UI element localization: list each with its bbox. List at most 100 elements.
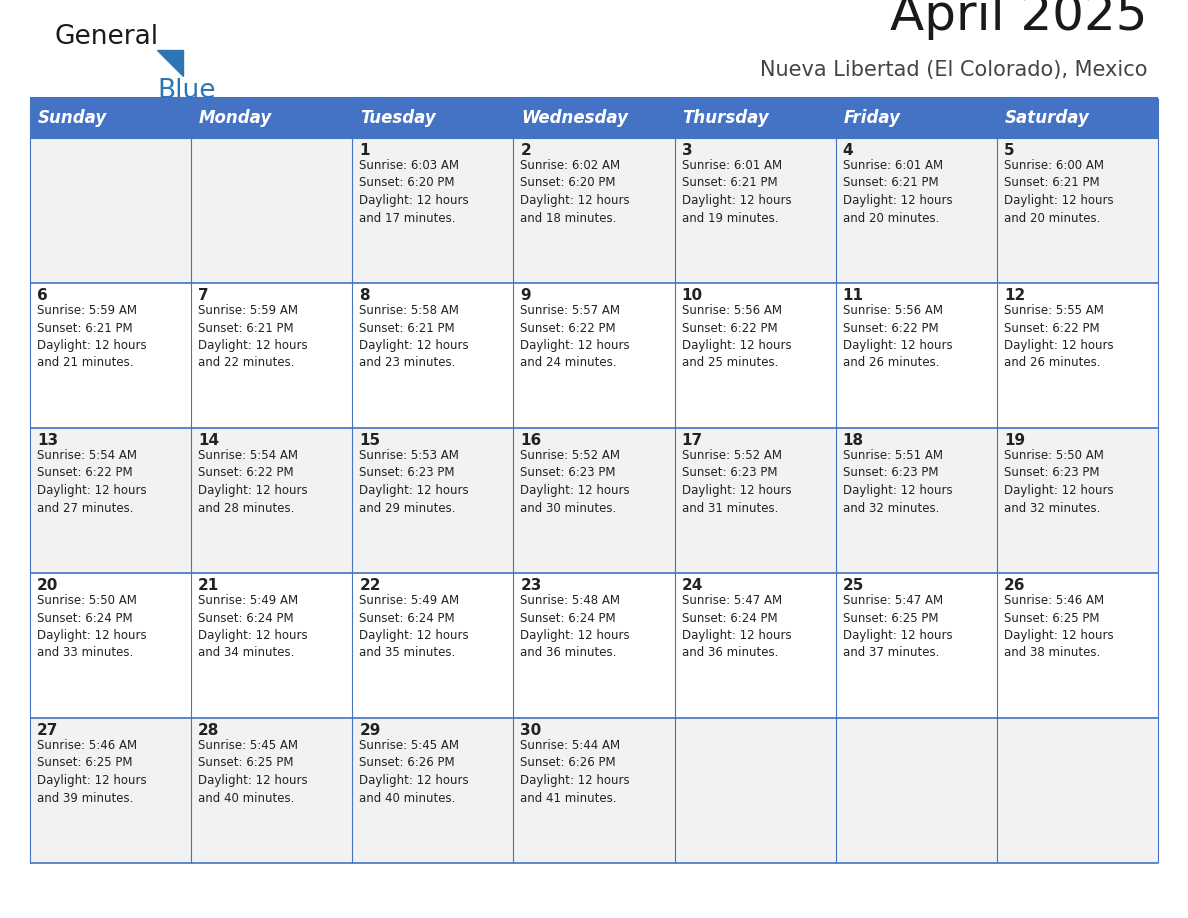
- Bar: [30, 283, 191, 428]
- Text: 21: 21: [198, 578, 220, 593]
- Text: 14: 14: [198, 433, 220, 448]
- Bar: [835, 138, 997, 283]
- Text: 10: 10: [682, 288, 702, 303]
- Text: 7: 7: [198, 288, 209, 303]
- Text: 9: 9: [520, 288, 531, 303]
- Bar: [835, 98, 997, 138]
- Text: 5: 5: [1004, 143, 1015, 158]
- Text: 23: 23: [520, 578, 542, 593]
- Bar: [675, 98, 835, 138]
- Bar: [191, 138, 353, 283]
- Bar: [835, 718, 997, 863]
- Text: 22: 22: [359, 578, 381, 593]
- Bar: [513, 428, 675, 573]
- Text: Sunrise: 5:49 AM
Sunset: 6:24 PM
Daylight: 12 hours
and 35 minutes.: Sunrise: 5:49 AM Sunset: 6:24 PM Dayligh…: [359, 594, 469, 659]
- Text: Sunrise: 5:53 AM
Sunset: 6:23 PM
Daylight: 12 hours
and 29 minutes.: Sunrise: 5:53 AM Sunset: 6:23 PM Dayligh…: [359, 449, 469, 514]
- Text: Saturday: Saturday: [1005, 109, 1089, 127]
- Bar: [997, 573, 1158, 718]
- Bar: [835, 573, 997, 718]
- Bar: [675, 283, 835, 428]
- Text: 19: 19: [1004, 433, 1025, 448]
- Text: Sunrise: 6:03 AM
Sunset: 6:20 PM
Daylight: 12 hours
and 17 minutes.: Sunrise: 6:03 AM Sunset: 6:20 PM Dayligh…: [359, 159, 469, 225]
- Text: Sunrise: 5:50 AM
Sunset: 6:24 PM
Daylight: 12 hours
and 33 minutes.: Sunrise: 5:50 AM Sunset: 6:24 PM Dayligh…: [37, 594, 146, 659]
- Bar: [191, 718, 353, 863]
- Text: 20: 20: [37, 578, 58, 593]
- Bar: [513, 283, 675, 428]
- Bar: [353, 718, 513, 863]
- Text: April 2025: April 2025: [891, 0, 1148, 40]
- Text: 13: 13: [37, 433, 58, 448]
- Bar: [191, 573, 353, 718]
- Text: Sunrise: 6:01 AM
Sunset: 6:21 PM
Daylight: 12 hours
and 19 minutes.: Sunrise: 6:01 AM Sunset: 6:21 PM Dayligh…: [682, 159, 791, 225]
- Bar: [353, 283, 513, 428]
- Text: Thursday: Thursday: [683, 109, 770, 127]
- Bar: [997, 428, 1158, 573]
- Bar: [513, 573, 675, 718]
- Text: Sunrise: 5:45 AM
Sunset: 6:26 PM
Daylight: 12 hours
and 40 minutes.: Sunrise: 5:45 AM Sunset: 6:26 PM Dayligh…: [359, 739, 469, 804]
- Text: Sunrise: 6:02 AM
Sunset: 6:20 PM
Daylight: 12 hours
and 18 minutes.: Sunrise: 6:02 AM Sunset: 6:20 PM Dayligh…: [520, 159, 630, 225]
- Text: 17: 17: [682, 433, 702, 448]
- Text: 1: 1: [359, 143, 369, 158]
- Text: Sunrise: 5:45 AM
Sunset: 6:25 PM
Daylight: 12 hours
and 40 minutes.: Sunrise: 5:45 AM Sunset: 6:25 PM Dayligh…: [198, 739, 308, 804]
- Text: Sunrise: 5:47 AM
Sunset: 6:25 PM
Daylight: 12 hours
and 37 minutes.: Sunrise: 5:47 AM Sunset: 6:25 PM Dayligh…: [842, 594, 953, 659]
- Bar: [675, 718, 835, 863]
- Text: Sunrise: 6:00 AM
Sunset: 6:21 PM
Daylight: 12 hours
and 20 minutes.: Sunrise: 6:00 AM Sunset: 6:21 PM Dayligh…: [1004, 159, 1113, 225]
- Text: 6: 6: [37, 288, 48, 303]
- Text: General: General: [55, 24, 159, 50]
- Text: 28: 28: [198, 723, 220, 738]
- Text: Blue: Blue: [157, 78, 215, 104]
- Text: 24: 24: [682, 578, 703, 593]
- Text: 12: 12: [1004, 288, 1025, 303]
- Bar: [191, 98, 353, 138]
- Bar: [30, 718, 191, 863]
- Text: Sunrise: 5:44 AM
Sunset: 6:26 PM
Daylight: 12 hours
and 41 minutes.: Sunrise: 5:44 AM Sunset: 6:26 PM Dayligh…: [520, 739, 630, 804]
- Text: Sunday: Sunday: [38, 109, 107, 127]
- Text: Sunrise: 5:54 AM
Sunset: 6:22 PM
Daylight: 12 hours
and 28 minutes.: Sunrise: 5:54 AM Sunset: 6:22 PM Dayligh…: [198, 449, 308, 514]
- Text: Friday: Friday: [843, 109, 901, 127]
- Text: Sunrise: 5:51 AM
Sunset: 6:23 PM
Daylight: 12 hours
and 32 minutes.: Sunrise: 5:51 AM Sunset: 6:23 PM Dayligh…: [842, 449, 953, 514]
- Bar: [191, 283, 353, 428]
- Bar: [835, 283, 997, 428]
- Text: 25: 25: [842, 578, 864, 593]
- Text: Sunrise: 5:52 AM
Sunset: 6:23 PM
Daylight: 12 hours
and 31 minutes.: Sunrise: 5:52 AM Sunset: 6:23 PM Dayligh…: [682, 449, 791, 514]
- Bar: [675, 428, 835, 573]
- Text: Sunrise: 5:58 AM
Sunset: 6:21 PM
Daylight: 12 hours
and 23 minutes.: Sunrise: 5:58 AM Sunset: 6:21 PM Dayligh…: [359, 304, 469, 370]
- Bar: [513, 98, 675, 138]
- Text: Sunrise: 5:46 AM
Sunset: 6:25 PM
Daylight: 12 hours
and 38 minutes.: Sunrise: 5:46 AM Sunset: 6:25 PM Dayligh…: [1004, 594, 1113, 659]
- Text: 8: 8: [359, 288, 369, 303]
- Text: Sunrise: 5:46 AM
Sunset: 6:25 PM
Daylight: 12 hours
and 39 minutes.: Sunrise: 5:46 AM Sunset: 6:25 PM Dayligh…: [37, 739, 146, 804]
- Text: 18: 18: [842, 433, 864, 448]
- Bar: [353, 428, 513, 573]
- Text: Sunrise: 5:55 AM
Sunset: 6:22 PM
Daylight: 12 hours
and 26 minutes.: Sunrise: 5:55 AM Sunset: 6:22 PM Dayligh…: [1004, 304, 1113, 370]
- Bar: [513, 718, 675, 863]
- Text: 26: 26: [1004, 578, 1025, 593]
- Text: Sunrise: 6:01 AM
Sunset: 6:21 PM
Daylight: 12 hours
and 20 minutes.: Sunrise: 6:01 AM Sunset: 6:21 PM Dayligh…: [842, 159, 953, 225]
- Text: 4: 4: [842, 143, 853, 158]
- Text: 16: 16: [520, 433, 542, 448]
- Text: Nueva Libertad (El Colorado), Mexico: Nueva Libertad (El Colorado), Mexico: [760, 60, 1148, 80]
- Text: 27: 27: [37, 723, 58, 738]
- Bar: [353, 138, 513, 283]
- Bar: [191, 428, 353, 573]
- Text: Sunrise: 5:57 AM
Sunset: 6:22 PM
Daylight: 12 hours
and 24 minutes.: Sunrise: 5:57 AM Sunset: 6:22 PM Dayligh…: [520, 304, 630, 370]
- Bar: [997, 283, 1158, 428]
- Bar: [513, 138, 675, 283]
- Bar: [30, 138, 191, 283]
- Text: Sunrise: 5:59 AM
Sunset: 6:21 PM
Daylight: 12 hours
and 22 minutes.: Sunrise: 5:59 AM Sunset: 6:21 PM Dayligh…: [198, 304, 308, 370]
- Text: Sunrise: 5:52 AM
Sunset: 6:23 PM
Daylight: 12 hours
and 30 minutes.: Sunrise: 5:52 AM Sunset: 6:23 PM Dayligh…: [520, 449, 630, 514]
- Text: Sunrise: 5:50 AM
Sunset: 6:23 PM
Daylight: 12 hours
and 32 minutes.: Sunrise: 5:50 AM Sunset: 6:23 PM Dayligh…: [1004, 449, 1113, 514]
- Text: Sunrise: 5:59 AM
Sunset: 6:21 PM
Daylight: 12 hours
and 21 minutes.: Sunrise: 5:59 AM Sunset: 6:21 PM Dayligh…: [37, 304, 146, 370]
- Text: Wednesday: Wednesday: [522, 109, 628, 127]
- Text: Sunrise: 5:47 AM
Sunset: 6:24 PM
Daylight: 12 hours
and 36 minutes.: Sunrise: 5:47 AM Sunset: 6:24 PM Dayligh…: [682, 594, 791, 659]
- Text: 29: 29: [359, 723, 380, 738]
- Bar: [997, 718, 1158, 863]
- Text: Sunrise: 5:49 AM
Sunset: 6:24 PM
Daylight: 12 hours
and 34 minutes.: Sunrise: 5:49 AM Sunset: 6:24 PM Dayligh…: [198, 594, 308, 659]
- Bar: [30, 98, 191, 138]
- Bar: [353, 573, 513, 718]
- Bar: [675, 138, 835, 283]
- Text: 3: 3: [682, 143, 693, 158]
- Text: Tuesday: Tuesday: [360, 109, 436, 127]
- Text: 2: 2: [520, 143, 531, 158]
- Bar: [997, 138, 1158, 283]
- Text: 15: 15: [359, 433, 380, 448]
